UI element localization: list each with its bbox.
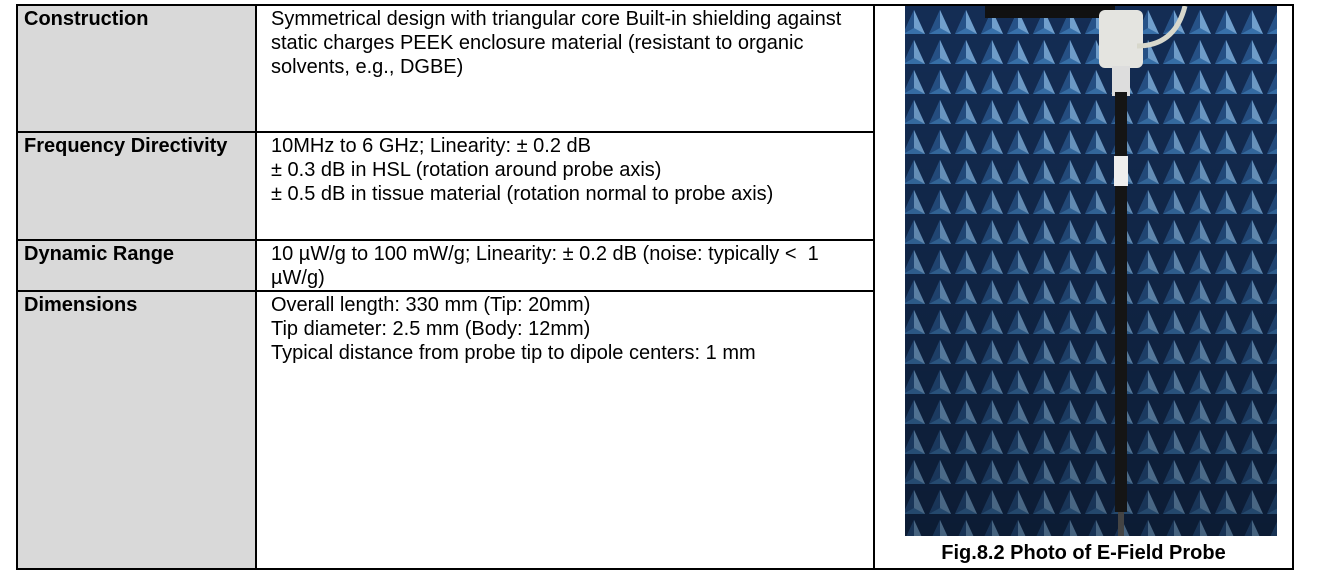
value-line: 10 µW/g to 100 mW/g; Linearity: ± 0.2 dB… <box>271 242 867 290</box>
figure-cell: Fig.8.2 Photo of E-Field Probe <box>874 5 1293 569</box>
row-value: 10MHz to 6 GHz; Linearity: ± 0.2 dB± 0.3… <box>256 132 874 239</box>
row-label: Construction <box>17 5 256 132</box>
value-line: Overall length: 330 mm (Tip: 20mm) <box>271 293 867 317</box>
probe-photo <box>875 6 1294 568</box>
value-line: ± 0.3 dB in HSL (rotation around probe a… <box>271 158 867 182</box>
row-label: Dynamic Range <box>17 240 256 291</box>
value-line: Symmetrical design with triangular core … <box>271 7 867 79</box>
value-line: 10MHz to 6 GHz; Linearity: ± 0.2 dB <box>271 134 867 158</box>
row-value: 10 µW/g to 100 mW/g; Linearity: ± 0.2 dB… <box>256 240 874 291</box>
value-line: Tip diameter: 2.5 mm (Body: 12mm) <box>271 317 867 341</box>
value-line: Typical distance from probe tip to dipol… <box>271 341 867 365</box>
row-label: Dimensions <box>17 291 256 569</box>
row-value: Overall length: 330 mm (Tip: 20mm)Tip di… <box>256 291 874 569</box>
value-line: ± 0.5 dB in tissue material (rotation no… <box>271 182 867 206</box>
row-value: Symmetrical design with triangular core … <box>256 5 874 132</box>
figure-caption: Fig.8.2 Photo of E-Field Probe <box>875 541 1292 565</box>
row-label: Frequency Directivity <box>17 132 256 239</box>
